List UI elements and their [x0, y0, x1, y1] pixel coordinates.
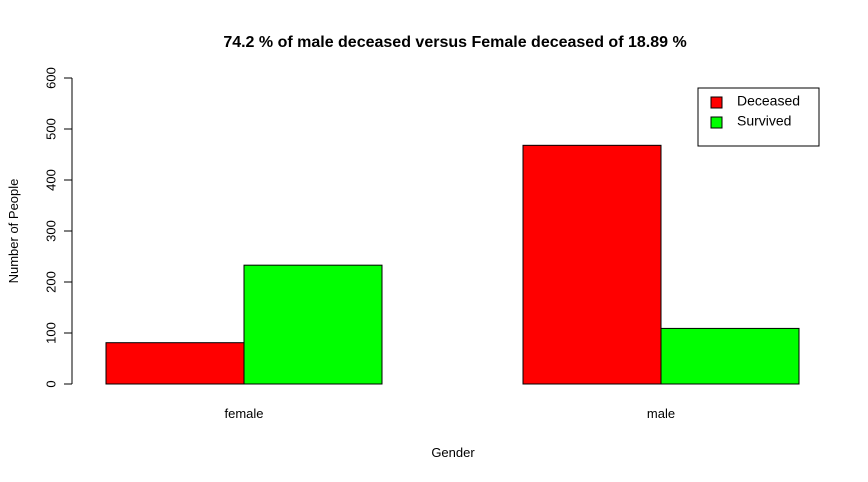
y-tick-label: 0 [43, 380, 58, 387]
y-tick-label: 300 [43, 220, 58, 242]
legend-items: Deceased Survived [710, 93, 800, 129]
y-tick-label: 200 [43, 271, 58, 293]
x-axis-tick-labels: female male [224, 406, 675, 421]
x-axis-label: Gender [431, 445, 475, 460]
y-tick-label: 600 [43, 67, 58, 89]
bar-deceased-male [522, 144, 662, 385]
y-axis-ticks: 0 100 200 300 400 500 600 [43, 67, 72, 388]
bar-group [105, 144, 800, 385]
legend-label-deceased: Deceased [737, 93, 800, 109]
chart-title: 74.2 % of male deceased versus Female de… [223, 34, 686, 51]
legend-swatch-survived [710, 116, 723, 129]
y-tick-label: 500 [43, 118, 58, 140]
legend: Deceased Survived [697, 87, 820, 147]
bar-survived-female [243, 264, 383, 385]
y-tick-label: 400 [43, 169, 58, 191]
legend-swatch-deceased [710, 96, 723, 109]
legend-label-survived: Survived [737, 113, 791, 129]
x-tick-label-female: female [224, 406, 263, 421]
bar-survived-male [660, 327, 800, 385]
bar-deceased-female [105, 342, 245, 385]
y-axis-label: Number of People [6, 179, 21, 284]
x-tick-label-male: male [647, 406, 675, 421]
y-tick-label: 100 [43, 322, 58, 344]
